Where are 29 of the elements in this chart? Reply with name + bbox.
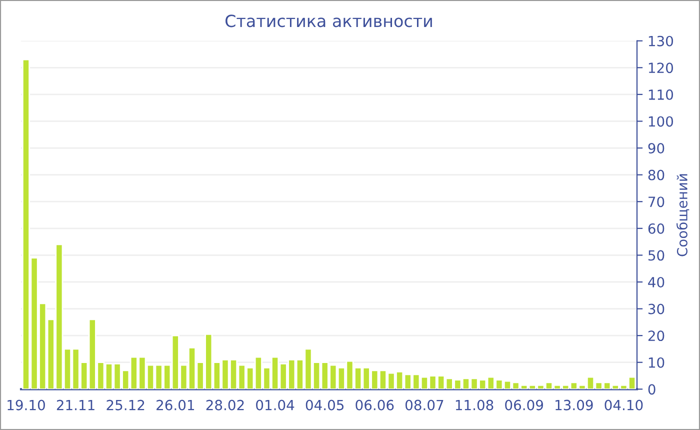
x-tick-label: 28.02 [206,400,244,410]
x-tick-label: 21.11 [56,400,94,410]
x-tick-label: 19.10 [8,400,45,410]
y-tick-label: 90 [648,142,664,154]
y-tick-label: 100 [648,116,674,127]
y-tick-label: 40 [648,276,664,288]
y-axis-title: Сообщений [676,174,690,256]
y-tick-label: 80 [648,170,664,180]
y-tick-label: 0 [648,384,656,395]
x-tick-label: 26.01 [156,400,194,410]
y-tick-label: 70 [648,196,664,208]
x-tick-label: 04.05 [306,400,344,410]
y-tick-label: 30 [648,304,664,314]
x-tick-label: 04.10 [604,400,643,410]
x-tick-label: 11.08 [456,400,494,410]
x-tick-label: 06.09 [505,400,543,410]
y-tick-label: 130 [648,36,674,46]
y-tick-label: 20 [648,330,664,342]
y-tick-label: 50 [648,250,664,261]
x-tick-label: 13.09 [556,400,593,410]
y-tick-label: 10 [648,357,664,368]
x-tick-label: 06.06 [356,400,394,410]
x-tick-label: 08.07 [406,400,444,410]
x-tick-label: 25.12 [106,400,144,410]
y-tick-label: 120 [648,62,674,74]
y-tick-label: 60 [648,223,664,234]
y-tick-label: 110 [648,89,674,100]
x-tick-label: 01.04 [256,400,294,410]
chart-title: Статистика активности [226,14,432,28]
